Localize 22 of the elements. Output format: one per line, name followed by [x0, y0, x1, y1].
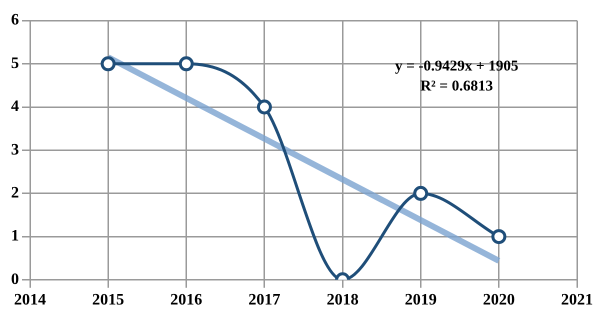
point [413, 186, 428, 201]
y-tick-label: 1 [11, 228, 19, 245]
x-tick-label: 2020 [482, 292, 515, 309]
y-tick-label: 5 [11, 54, 19, 72]
x-tick-label: 2014 [14, 292, 46, 309]
point [256, 100, 272, 114]
x-tick-label: 2019 [404, 292, 437, 309]
y-tick-label: 2 [11, 184, 19, 202]
x-tick-label: 2018 [326, 292, 359, 309]
point [100, 56, 116, 72]
y-tick-label: 6 [11, 12, 19, 29]
point [491, 229, 506, 244]
point [178, 56, 194, 72]
y-tick-label: 4 [11, 98, 19, 116]
x-tick-label: 2016 [170, 292, 202, 309]
y-tick-label: 0 [11, 270, 19, 288]
annotation: y = -0.9429x + 1905 [394, 58, 518, 75]
x-tick-label: 2015 [92, 292, 124, 309]
y-tick-label: 3 [11, 141, 19, 158]
x-tick-label: 2017 [248, 292, 280, 309]
annotation: R² = 0.6813 [420, 78, 493, 95]
x-tick-label: 2021 [561, 292, 593, 309]
